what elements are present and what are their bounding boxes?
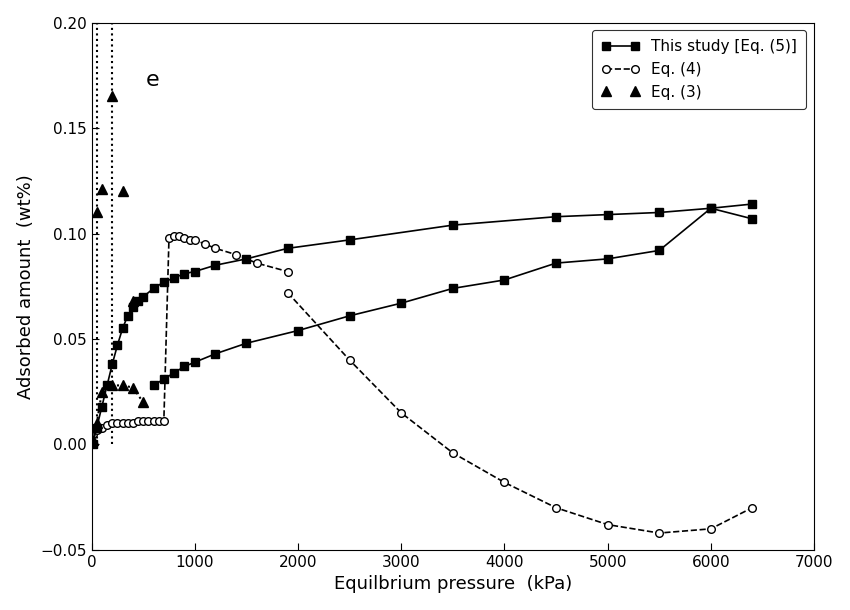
Eq. (4) [102, 422, 112, 429]
Eq. (4) [190, 236, 200, 243]
Eq. (3) [107, 93, 117, 100]
This study [Eq. (5)] [107, 361, 117, 368]
Eq. (4) [107, 420, 117, 427]
Eq. (4) [133, 418, 143, 425]
This study [Eq. (5)] [117, 325, 128, 332]
Eq. (4) [231, 251, 241, 258]
This study [Eq. (5)] [169, 274, 179, 282]
X-axis label: Equilbrium pressure  (kPa): Equilbrium pressure (kPa) [334, 575, 572, 594]
Y-axis label: Adsorbed amount  (wt%): Adsorbed amount (wt%) [17, 174, 35, 399]
Eq. (4) [169, 232, 179, 239]
Eq. (3) [92, 209, 102, 216]
This study [Eq. (5)] [190, 268, 200, 275]
This study [Eq. (5)] [138, 293, 148, 301]
Eq. (4) [117, 420, 128, 427]
This study [Eq. (5)] [92, 424, 102, 431]
Line: Eq. (3): Eq. (3) [92, 92, 138, 306]
Eq. (4) [138, 418, 148, 425]
Line: This study [Eq. (5)]: This study [Eq. (5)] [88, 200, 756, 448]
Eq. (4) [128, 420, 138, 427]
Eq. (4) [210, 245, 220, 252]
This study [Eq. (5)] [97, 403, 107, 410]
This study [Eq. (5)] [159, 278, 169, 285]
This study [Eq. (5)] [551, 213, 561, 220]
This study [Eq. (5)] [654, 209, 665, 216]
Eq. (3) [117, 188, 128, 195]
Eq. (4) [252, 259, 262, 267]
This study [Eq. (5)] [88, 441, 98, 448]
Eq. (4) [112, 420, 122, 427]
This study [Eq. (5)] [282, 245, 292, 252]
This study [Eq. (5)] [128, 304, 138, 311]
Eq. (4) [154, 418, 164, 425]
This study [Eq. (5)] [133, 298, 143, 305]
This study [Eq. (5)] [179, 270, 190, 278]
This study [Eq. (5)] [603, 211, 613, 218]
This study [Eq. (5)] [344, 236, 354, 243]
Eq. (4) [88, 430, 98, 437]
Eq. (4) [184, 236, 195, 243]
This study [Eq. (5)] [747, 200, 757, 207]
Eq. (4) [92, 426, 102, 433]
Eq. (4) [159, 418, 169, 425]
Eq. (4) [122, 420, 133, 427]
This study [Eq. (5)] [149, 285, 159, 292]
Eq. (4) [200, 240, 210, 248]
This study [Eq. (5)] [448, 221, 458, 229]
This study [Eq. (5)] [122, 312, 133, 320]
Eq. (4) [174, 232, 184, 239]
This study [Eq. (5)] [241, 255, 252, 262]
This study [Eq. (5)] [706, 204, 716, 212]
This study [Eq. (5)] [102, 382, 112, 389]
Eq. (3) [128, 298, 138, 305]
Legend: This study [Eq. (5)], Eq. (4), Eq. (3): This study [Eq. (5)], Eq. (4), Eq. (3) [592, 30, 807, 109]
Eq. (4) [144, 418, 154, 425]
Eq. (4) [149, 418, 159, 425]
Eq. (4) [282, 268, 292, 275]
Eq. (4) [97, 424, 107, 431]
Eq. (3) [97, 185, 107, 193]
This study [Eq. (5)] [112, 342, 122, 349]
Text: e: e [145, 70, 160, 90]
This study [Eq. (5)] [210, 262, 220, 269]
Eq. (4) [164, 234, 174, 242]
Line: Eq. (4): Eq. (4) [88, 232, 292, 438]
Eq. (4) [179, 234, 190, 242]
